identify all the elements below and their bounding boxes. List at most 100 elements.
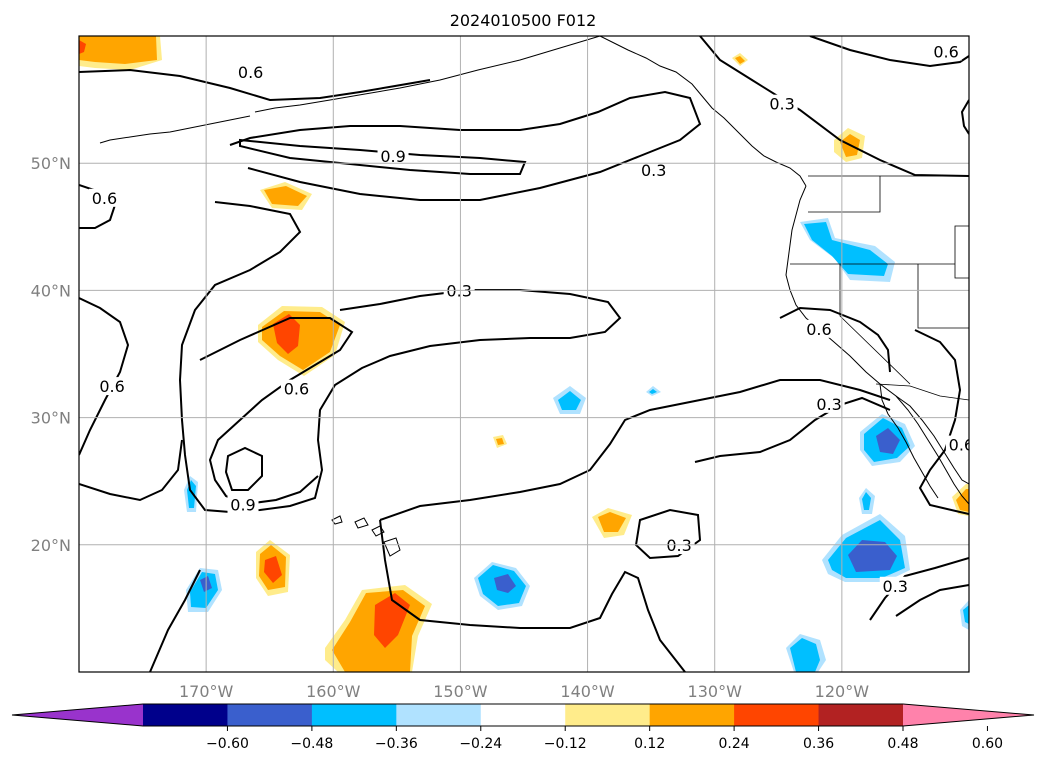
warm-patch xyxy=(264,556,282,583)
colorbar-segment xyxy=(649,704,735,726)
contour-label: 0.6 xyxy=(806,320,831,339)
map-frame xyxy=(78,35,970,673)
lat-tick-label: 40°N xyxy=(31,281,71,300)
colorbar-tick-label: 0.60 xyxy=(972,736,1003,752)
contour-label: 0.6 xyxy=(92,189,117,208)
contour-0.6-east xyxy=(809,36,969,68)
contour-0.3-se xyxy=(895,584,969,617)
colorbar-tick-label: −0.12 xyxy=(544,736,587,752)
contour-label: 0.9 xyxy=(230,495,255,514)
colorbar-segment xyxy=(818,704,904,726)
cool-patch xyxy=(494,574,516,593)
contour-label-bg xyxy=(377,146,409,165)
colorbar-outline xyxy=(11,703,1035,727)
contour-0.3-east xyxy=(694,396,891,463)
contour-label-bg xyxy=(803,319,835,338)
cool-patch xyxy=(790,638,820,672)
us-state-border xyxy=(954,225,969,279)
hawaii-island xyxy=(354,517,369,529)
contour-label-bg xyxy=(235,62,267,81)
figure-title: 2024010500 F012 xyxy=(450,11,597,30)
warm-patch xyxy=(956,489,969,512)
cool-patch xyxy=(804,222,888,276)
cool-patch xyxy=(862,492,871,510)
us-state-border xyxy=(839,264,911,385)
contour-label: 0.3 xyxy=(883,577,908,596)
colorbar-segment xyxy=(480,704,566,726)
contour-label: 0.3 xyxy=(446,282,471,301)
contour-label-bg xyxy=(638,160,670,179)
cool-patch xyxy=(848,540,897,572)
colorbar-tick-label: 0.24 xyxy=(719,736,750,752)
contour-0.6-coast xyxy=(779,306,891,373)
warm-patch xyxy=(79,40,86,54)
contour-label: 0.6 xyxy=(99,377,124,396)
lat-tick-label: 20°N xyxy=(31,536,71,555)
warm-patch xyxy=(735,56,745,64)
map-area: 0.6 0.9 0.3 0.3 0.6 0.6 0.3 0.6 0.6 0.9 0.6 0.3 0.3 0… xyxy=(79,36,969,672)
colorbar-extend-low xyxy=(12,704,143,726)
warm-patch xyxy=(273,314,300,354)
contour-label: 0.3 xyxy=(666,536,691,555)
warm-patch xyxy=(264,186,307,206)
us-state-border xyxy=(917,264,969,329)
contour-label-bg xyxy=(227,495,259,514)
contour-0.6 xyxy=(79,68,431,102)
contour-0.3-center xyxy=(379,379,891,521)
contour-0.6-ne xyxy=(960,99,969,135)
lon-tick-label: 140°W xyxy=(560,682,615,701)
cool-patch xyxy=(963,605,969,624)
warm-patch xyxy=(598,512,626,532)
contour-0.3-north xyxy=(699,36,969,177)
contour-label: 0.3 xyxy=(816,395,841,414)
contour-label-bg xyxy=(88,188,120,207)
colorbar-tick-label: −0.24 xyxy=(459,736,502,752)
contour-0.3-main xyxy=(178,201,622,514)
lon-tick-label: 160°W xyxy=(306,682,361,701)
contour-label: 0.6 xyxy=(284,380,309,399)
us-state-border xyxy=(808,176,881,213)
colorbar-tick-label: −0.60 xyxy=(206,736,249,752)
contour-label-bg xyxy=(930,42,962,61)
colorbar-tick-label: −0.48 xyxy=(290,736,333,752)
contour-label-bg xyxy=(96,377,128,396)
us-mexico-border xyxy=(875,383,969,401)
lon-tick-label: 120°W xyxy=(815,682,870,701)
cool-patch xyxy=(876,428,900,454)
contour-label-bg xyxy=(280,379,312,398)
warm-patch xyxy=(79,36,157,64)
contour-label-bg xyxy=(766,94,798,113)
colorbar-segment xyxy=(143,704,228,726)
hawaii-island xyxy=(383,537,401,557)
contour-0.6-baja xyxy=(914,329,969,515)
anomaly-shading xyxy=(79,36,969,672)
contour-lines xyxy=(79,36,969,672)
contour-0.3-southcenter xyxy=(379,519,686,672)
contour-0.3-lower xyxy=(149,569,201,672)
contour-label: 0.6 xyxy=(238,63,263,82)
colorbar-segment xyxy=(227,704,313,726)
contour-label: 0.9 xyxy=(380,147,405,166)
contour-0.3 xyxy=(229,90,702,201)
cool-patch xyxy=(649,389,657,394)
colorbar-segment xyxy=(734,704,820,726)
contour-0.9 xyxy=(239,138,527,175)
colorbar-tick-label: 0.36 xyxy=(803,736,834,752)
contour-label-bg xyxy=(945,435,969,454)
contour-label: 0.6 xyxy=(933,43,958,62)
contour-0.3-south xyxy=(79,439,183,502)
colorbar-segment xyxy=(565,704,651,726)
contour-0.6-mid xyxy=(79,297,130,456)
gulf-of-california xyxy=(895,395,969,485)
colorbar-tick-label: 0.12 xyxy=(634,736,665,752)
hawaii-island xyxy=(331,515,343,525)
contour-label-bg xyxy=(813,394,845,413)
cool-patch xyxy=(558,391,581,410)
colorbar-tick-label: 0.48 xyxy=(887,736,918,752)
latitude-ticks: 20°N 30°N 40°N 50°N xyxy=(31,154,71,555)
contour-labels: 0.6 0.9 0.3 0.3 0.6 0.6 0.3 0.6 0.6 0.9 0.6 0.3 0.3 0… xyxy=(88,42,969,596)
colorbar-tick-label: −0.36 xyxy=(375,736,418,752)
gridlines xyxy=(79,36,969,672)
alaska-peninsula xyxy=(254,36,601,113)
